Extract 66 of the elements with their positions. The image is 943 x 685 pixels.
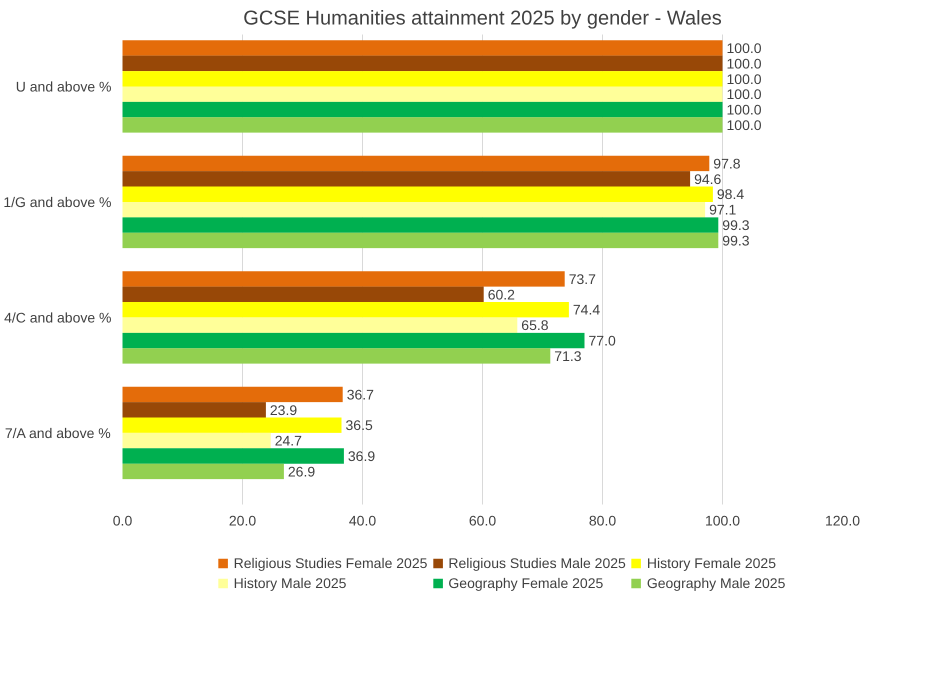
y-tick-label: 4/C and above % [4,309,112,326]
legend-label: History Female 2025 [646,555,776,571]
bar [122,317,518,333]
data-label: 36.5 [346,417,373,434]
x-tick-label: 60.0 [468,512,496,528]
bar [122,71,722,86]
bar [122,171,690,187]
bar [122,286,484,302]
legend-label: Geography Male 2025 [646,575,786,591]
legend-label: History Male 2025 [234,575,346,591]
data-label: 65.8 [521,317,549,334]
bar [122,332,584,348]
x-tick-label: 20.0 [228,512,256,528]
bar [122,348,550,364]
data-label: 100.0 [726,40,762,56]
bar [122,217,718,233]
bar [122,86,722,102]
y-tick-label: 7/A and above % [4,424,111,441]
legend-label: Religious Studies Female 2025 [234,555,428,571]
data-label: 36.9 [348,448,376,464]
data-label: 24.7 [274,432,302,449]
x-tick-label: 40.0 [348,512,376,528]
bar [122,418,342,433]
bar [122,464,284,480]
bar [122,102,722,118]
data-label: 97.1 [709,202,737,218]
data-label: 100.0 [726,86,762,102]
x-tick-label: 0.0 [112,512,132,528]
data-label: 97.8 [713,155,741,172]
data-label: 99.3 [722,217,750,234]
bar [122,271,565,287]
data-label: 100.0 [726,55,762,72]
x-tick-label: 80.0 [588,512,616,528]
data-label: 99.3 [722,232,750,248]
data-label: 23.9 [270,402,298,418]
bar [122,156,710,172]
x-tick-label: 100.0 [704,512,740,528]
bar [122,302,569,318]
bar [122,202,706,218]
data-label: 98.4 [716,186,744,202]
bar [122,117,722,133]
bar [122,448,344,464]
bar [122,386,343,402]
bar [122,40,722,56]
data-label: 71.3 [554,348,582,364]
bar [122,186,713,202]
x-tick-label: 120.0 [824,512,860,528]
data-label: 77.0 [588,332,616,349]
data-label: 26.9 [288,463,316,480]
bar [122,402,266,418]
data-label: 94.6 [694,170,722,187]
data-label: 73.7 [568,270,596,287]
legend-label: Religious Studies Male 2025 [448,555,626,571]
data-label: 60.2 [488,286,516,302]
bar [122,56,722,72]
bar [122,432,271,448]
data-label: 74.4 [572,302,600,318]
y-tick-label: 1/G and above % [3,194,112,210]
y-tick-label: U and above % [16,78,112,94]
data-label: 100.0 [726,102,762,118]
bar [122,232,718,248]
data-label: 36.7 [346,386,374,402]
legend-label: Geography Female 2025 [448,575,604,591]
data-label: 100.0 [726,70,762,87]
chart-title: GCSE Humanities attainment 2025 by gender - Wales [243,8,722,30]
data-label: 100.0 [726,116,762,133]
